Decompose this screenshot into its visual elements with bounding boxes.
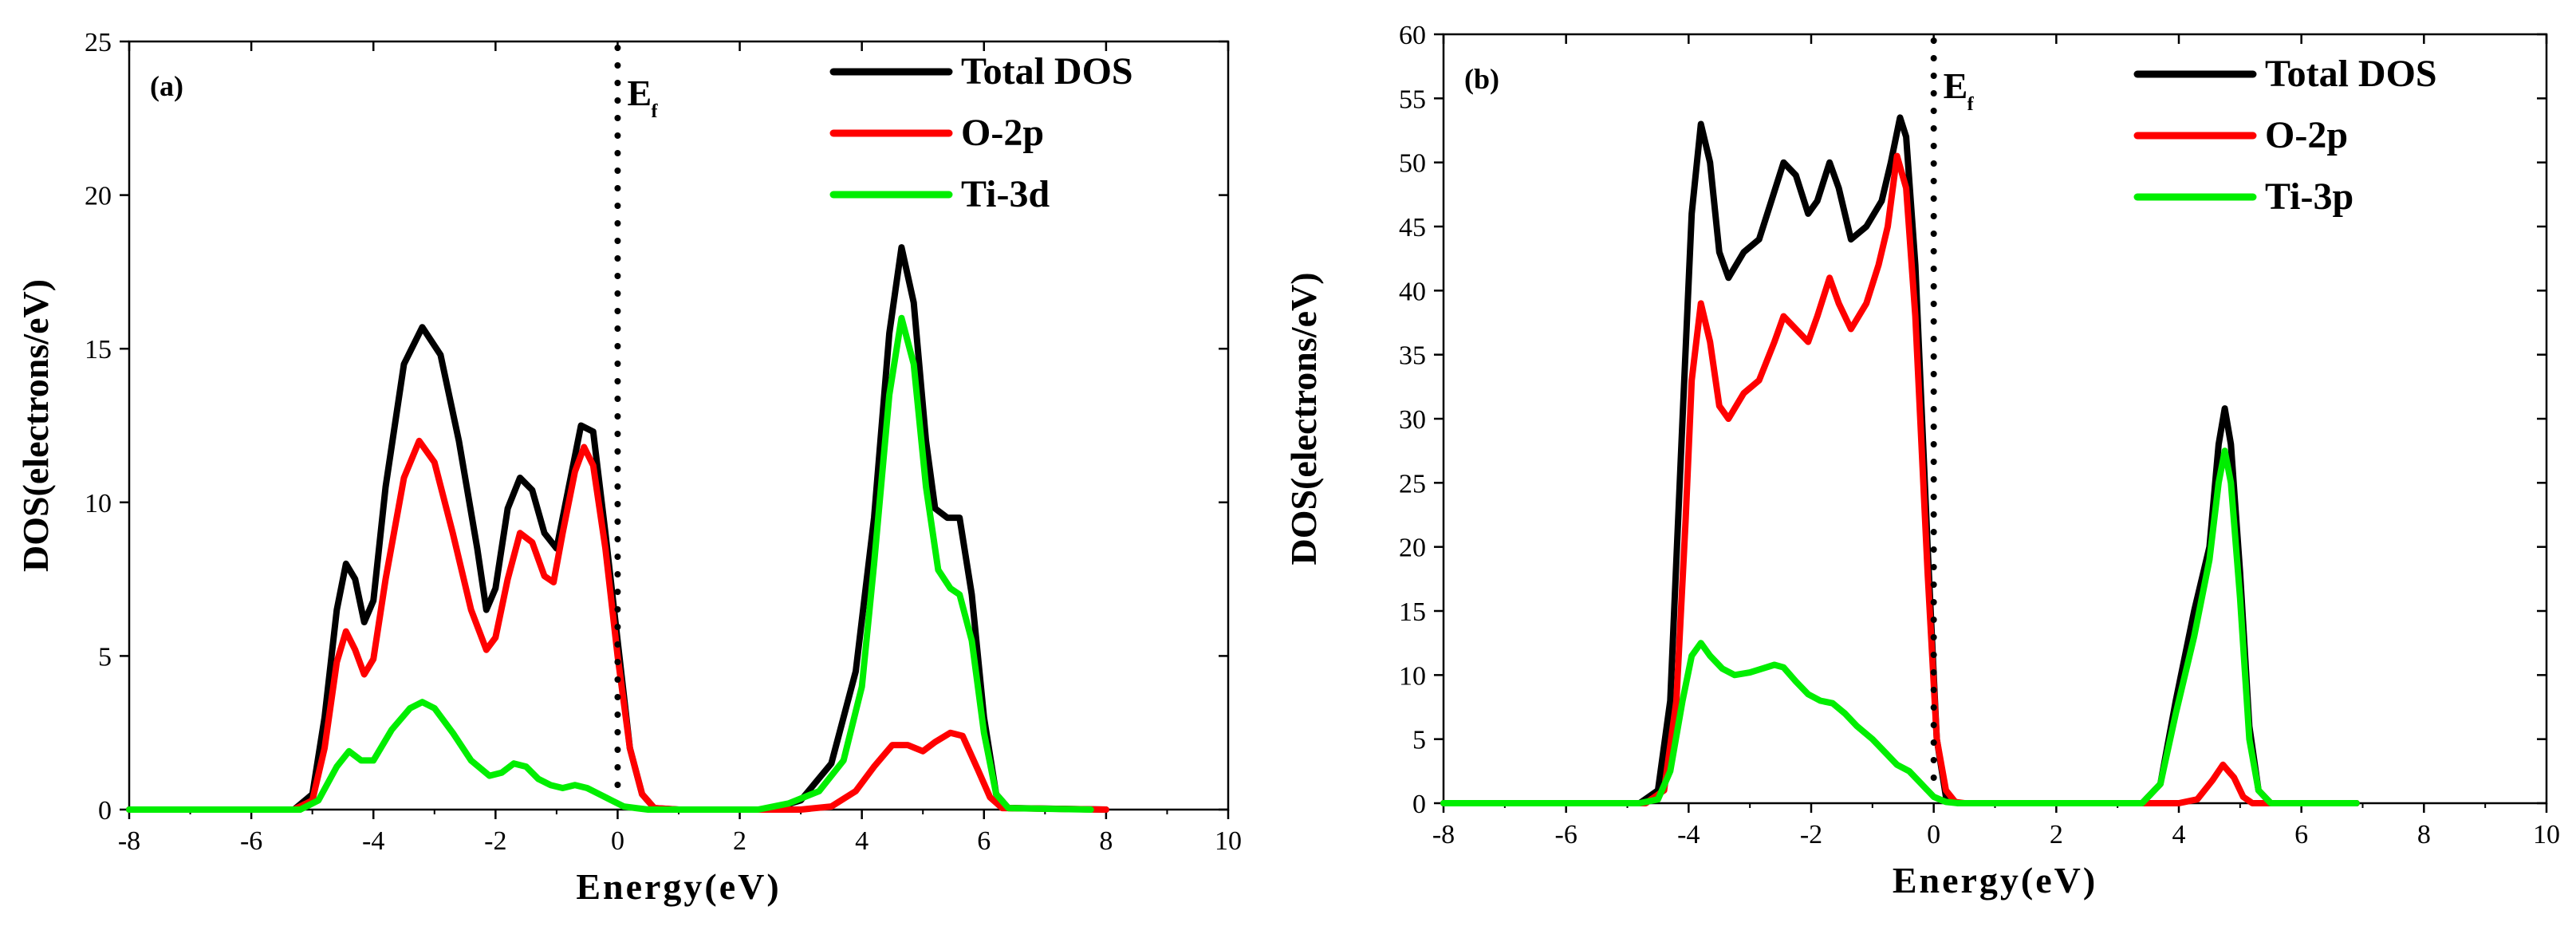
y-tick-label: 60: [1399, 21, 1426, 50]
y-tick-label: 30: [1399, 405, 1426, 435]
legend-label: Total DOS: [2265, 53, 2437, 95]
x-tick-label: -6: [240, 826, 262, 856]
panel-b-dos-plot: -8 -6 -4 -2 0 2 4 6 8 10 0 5 10 15 20 25 30 35 40 45 50 55 60 E…: [1283, 21, 2560, 901]
y-tick-label: 20: [1399, 534, 1426, 563]
y-tick-label: 0: [1412, 790, 1426, 819]
fermi-level-subscript: f: [1967, 94, 1975, 115]
plot-frame: [1442, 33, 2548, 805]
y-tick-label: 0: [98, 796, 112, 826]
y-tick-label: 10: [1399, 661, 1426, 691]
legend-label: Total DOS: [961, 50, 1133, 93]
plot-frame: [128, 40, 1230, 811]
x-tick-label: 0: [611, 826, 624, 856]
x-tick-label: -2: [1800, 820, 1822, 849]
x-tick-label: 6: [2294, 820, 2308, 849]
y-tick-label: 20: [85, 182, 112, 211]
y-tick-label: 50: [1399, 149, 1426, 179]
x-tick-label: 6: [977, 826, 991, 856]
x-tick-label: -8: [118, 826, 140, 856]
y-tick-label: 5: [1412, 726, 1426, 755]
x-tick-label: 10: [1215, 826, 1242, 856]
y-tick-label: 5: [98, 642, 112, 672]
x-tick-label: 8: [1099, 826, 1113, 856]
x-tick-label: -8: [1432, 820, 1455, 849]
x-tick-label: 4: [855, 826, 869, 856]
x-tick-label: 2: [733, 826, 746, 856]
x-tick-label: -6: [1555, 820, 1578, 849]
legend-label: O-2p: [961, 112, 1044, 154]
x-tick-label: 0: [1927, 820, 1940, 849]
y-tick-label: 15: [85, 335, 112, 365]
series-line-total-dos: [126, 244, 1109, 813]
y-tick-label: 40: [1399, 277, 1426, 306]
fermi-level-label: E: [627, 73, 652, 113]
x-axis-title: Energy(eV): [1893, 860, 2097, 901]
panel-a-dos-plot: -8 -6 -4 -2 0 2 4 6 8 10 0 5 10 15 20 25 Energy(eV) DOS(e…: [15, 28, 1242, 907]
fermi-level-label: E: [1944, 65, 1968, 106]
series-line-o-2p: [1440, 152, 2360, 806]
y-tick-label: 35: [1399, 341, 1426, 371]
panel-label: (a): [150, 70, 183, 102]
legend-label: Ti-3d: [961, 173, 1050, 215]
y-tick-label: 55: [1399, 85, 1426, 114]
series-line-o-2p: [126, 437, 1109, 813]
y-tick-label: 25: [1399, 469, 1426, 499]
y-tick-label: 25: [85, 28, 112, 57]
series-line-ti-3p: [1440, 447, 2360, 806]
series-line-ti-3d: [126, 314, 1094, 813]
x-tick-label: 4: [2172, 820, 2186, 849]
x-axis-title: Energy(eV): [576, 866, 781, 907]
x-tick-label: -4: [362, 826, 384, 856]
fermi-level-subscript: f: [651, 101, 658, 122]
y-tick-label: 10: [85, 489, 112, 518]
x-tick-label: 10: [2533, 820, 2560, 849]
y-tick-label: 15: [1399, 597, 1426, 627]
y-axis-title: DOS(electrons/eV): [15, 279, 56, 572]
x-tick-label: -4: [1677, 820, 1700, 849]
legend-label: O-2p: [2265, 114, 2348, 156]
legend-label: Ti-3p: [2265, 175, 2353, 218]
panel-label: (b): [1464, 63, 1499, 95]
series-line-total-dos: [1440, 114, 2360, 806]
y-axis-title: DOS(electrons/eV): [1283, 272, 1324, 565]
x-tick-label: 8: [2417, 820, 2431, 849]
y-tick-label: 45: [1399, 213, 1426, 242]
x-tick-label: 2: [2050, 820, 2063, 849]
x-tick-label: -2: [484, 826, 506, 856]
